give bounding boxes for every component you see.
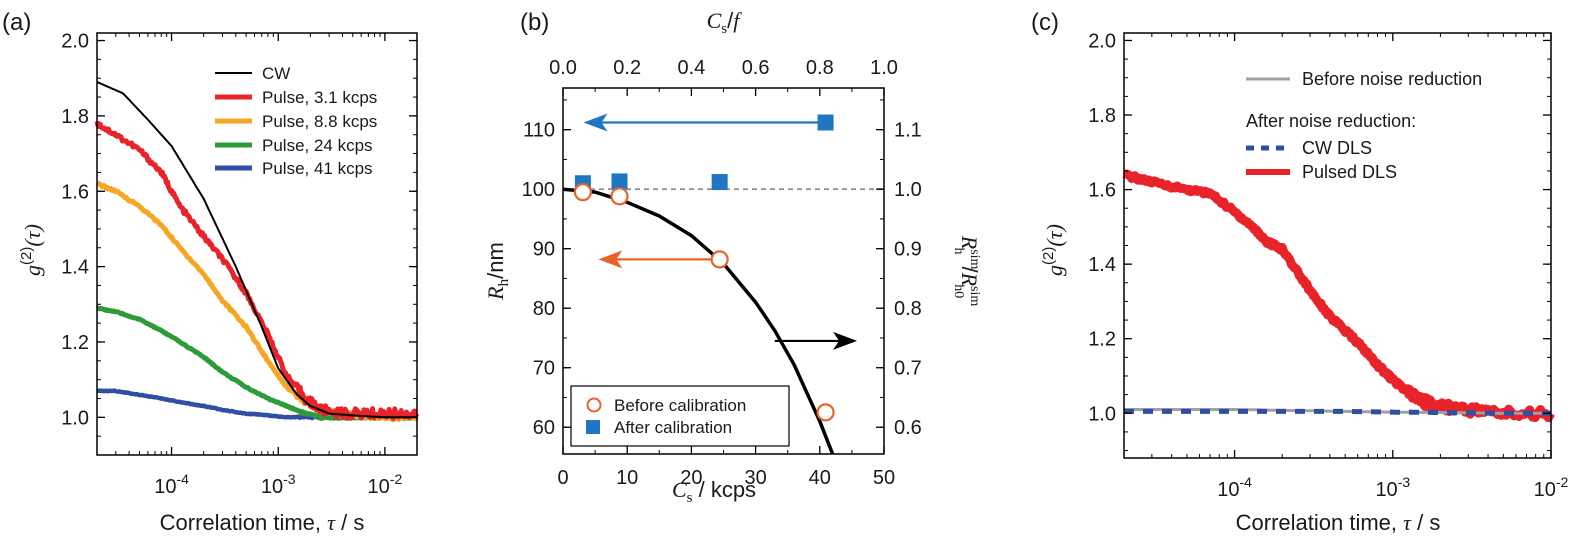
y2-tick-label: 1.0 bbox=[894, 179, 922, 201]
panel-c-xlabel: Correlation time, τ / s bbox=[1236, 510, 1441, 535]
x-tick-label: 40 bbox=[809, 467, 831, 489]
panel-c-ticks: 1.0 1.2 1.4 1.6 1.8 2.0 10-4 10-3 10-2 bbox=[1088, 30, 1568, 501]
panel-c-ylabel: g(2)(τ) bbox=[1040, 224, 1067, 276]
x-tick-label: 10-2 bbox=[1534, 474, 1569, 501]
panel-b-label: (b) bbox=[520, 9, 549, 36]
y-tick-label: 2.0 bbox=[61, 31, 89, 53]
legend-marker-before-calibration bbox=[586, 397, 602, 413]
legend-label-cw: CW bbox=[262, 64, 290, 83]
y-tick-label: 1.6 bbox=[1088, 180, 1116, 202]
after-calibration-point bbox=[817, 114, 834, 131]
y-tick-label: 1.4 bbox=[1088, 254, 1116, 276]
legend-label-cw-dls: CW DLS bbox=[1302, 138, 1372, 158]
before-calibration-point bbox=[710, 250, 729, 269]
x-tick-label: 10-3 bbox=[261, 471, 296, 498]
panel-b-y2label: Rsimh/Rsimh0 bbox=[951, 235, 982, 307]
panel-a-ylabel: g(2)(τ) bbox=[18, 224, 45, 276]
y2-tick-label: 0.8 bbox=[894, 298, 922, 320]
x-tick-label: 50 bbox=[873, 467, 895, 489]
before-calibration-point bbox=[610, 187, 629, 206]
legend-label-pulse-3-1: Pulse, 3.1 kcps bbox=[262, 88, 377, 107]
x-tick-label: 10-4 bbox=[154, 471, 189, 498]
y2-tick-label: 0.6 bbox=[894, 417, 922, 439]
panel-c: (c) 1.0 1.2 1.4 1.6 1.8 2.0 10-4 10-3 10-2 g(2)(… bbox=[1031, 9, 1569, 535]
y-tick-label: 100 bbox=[522, 179, 555, 201]
top-x-tick-label: 1.0 bbox=[870, 57, 898, 79]
y-tick-label: 1.8 bbox=[1088, 105, 1116, 127]
panel-a-legend: CW Pulse, 3.1 kcps Pulse, 8.8 kcps Pulse… bbox=[215, 64, 377, 178]
panel-a-ticks: 1.0 1.2 1.4 1.6 1.8 2.0 10-4 10-3 10-2 bbox=[61, 31, 418, 498]
y2-tick-label: 0.9 bbox=[894, 239, 922, 261]
panel-b-xlabel: Cs / kcps bbox=[672, 477, 756, 506]
y-tick-label: 1.0 bbox=[61, 407, 89, 429]
arrow-head-1 bbox=[598, 250, 623, 269]
series-line-pulsed-dls bbox=[1121, 169, 1555, 423]
y-tick-label: 110 bbox=[523, 120, 555, 142]
x-tick-label: 10-3 bbox=[1375, 474, 1410, 501]
panel-a: (a) 1.0 1.2 1.4 1.6 1.8 2.0 10-4 10-3 10-2 g(2)(… bbox=[2, 9, 420, 535]
before-calibration-point bbox=[573, 183, 593, 202]
y-tick-label: 60 bbox=[533, 417, 555, 439]
before-calibration-point bbox=[816, 403, 835, 422]
top-x-tick-label: 0.4 bbox=[677, 57, 705, 79]
legend-label-before-calibration: Before calibration bbox=[614, 396, 746, 415]
legend-label-pulse-24: Pulse, 24 kcps bbox=[262, 136, 373, 155]
top-x-tick-label: 0.2 bbox=[613, 57, 641, 79]
panel-b-legend: Before calibration After calibration bbox=[570, 385, 790, 447]
y-tick-label: 80 bbox=[533, 298, 555, 320]
panel-c-plot-area bbox=[1121, 169, 1555, 423]
x-tick-label: 20 bbox=[680, 467, 702, 489]
panel-c-frame bbox=[1123, 32, 1552, 459]
legend-label-pulse-41: Pulse, 41 kcps bbox=[262, 159, 373, 178]
y-tick-label: 1.2 bbox=[61, 332, 89, 354]
arrow-head-2 bbox=[833, 331, 858, 350]
y-tick-label: 70 bbox=[533, 358, 555, 380]
legend-subheading: After noise reduction: bbox=[1246, 111, 1416, 131]
panel-a-frame bbox=[96, 32, 418, 456]
y-tick-label: 1.4 bbox=[61, 257, 89, 279]
x-tick-label: 30 bbox=[744, 467, 766, 489]
x-tick-label: 10-4 bbox=[1217, 474, 1252, 501]
x-tick-label: 10-2 bbox=[368, 471, 403, 498]
x-tick-label: 0 bbox=[557, 467, 568, 489]
arrow-head-0 bbox=[583, 113, 608, 132]
series-line-cw bbox=[96, 81, 417, 419]
panel-b-ticks: 0 10 20 30 40 50 0.0 0.2 0.4 0.6 0.8 1.0 60 70 80 90 100… bbox=[522, 57, 922, 489]
legend-label-pulse-8-8: Pulse, 8.8 kcps bbox=[262, 112, 377, 131]
series-line-pulse-8-8-kcps bbox=[95, 180, 419, 423]
y-tick-label: 1.2 bbox=[1088, 329, 1116, 351]
y2-tick-label: 1.1 bbox=[894, 120, 922, 142]
legend-marker-after-calibration bbox=[586, 420, 600, 434]
y-tick-label: 2.0 bbox=[1088, 30, 1116, 52]
panel-a-plot-area bbox=[94, 81, 420, 423]
legend-label-pulsed-dls: Pulsed DLS bbox=[1302, 162, 1397, 182]
panel-b-legend-box bbox=[570, 385, 790, 447]
panel-c-legend: Before noise reduction After noise reduc… bbox=[1246, 69, 1482, 182]
panel-b: (b) Cs/f 0 10 20 30 40 50 0.0 0.2 0.4 0.6 0.8 1.0 60… bbox=[483, 8, 982, 506]
panel-a-label: (a) bbox=[2, 9, 31, 36]
top-x-tick-label: 0.6 bbox=[742, 57, 770, 79]
y-tick-label: 1.6 bbox=[61, 181, 89, 203]
top-x-tick-label: 0.8 bbox=[806, 57, 834, 79]
series-line-cw-dls bbox=[1124, 408, 1551, 416]
top-x-tick-label: 0.0 bbox=[549, 57, 577, 79]
after-calibration-point bbox=[711, 174, 728, 191]
panel-b-top-label: Cs/f bbox=[707, 8, 743, 37]
y-tick-label: 1.8 bbox=[61, 106, 89, 128]
legend-label-before-noise-reduction: Before noise reduction bbox=[1302, 69, 1482, 89]
panel-b-plot-area bbox=[562, 113, 884, 455]
y-tick-label: 1.0 bbox=[1088, 403, 1116, 425]
after-calibration-point bbox=[611, 173, 628, 190]
panel-c-label: (c) bbox=[1031, 9, 1059, 36]
panel-b-ylabel: Rh/nm bbox=[483, 242, 512, 301]
y-tick-label: 90 bbox=[533, 239, 555, 261]
x-tick-label: 10 bbox=[616, 467, 638, 489]
legend-label-after-calibration: After calibration bbox=[614, 418, 732, 437]
series-line-pulse-24-kcps bbox=[95, 305, 419, 422]
y2-tick-label: 0.7 bbox=[894, 358, 922, 380]
panel-a-xlabel: Correlation time, τ / s bbox=[160, 510, 365, 535]
